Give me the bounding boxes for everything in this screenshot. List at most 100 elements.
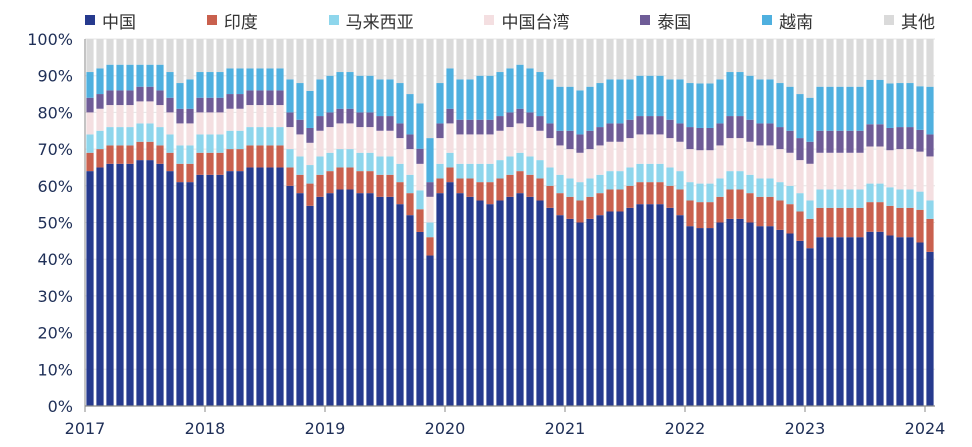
- bar-segment-6: [526, 39, 534, 69]
- bar-segment-6: [96, 39, 104, 69]
- bar-segment-1: [206, 152, 214, 175]
- bar-segment-3: [656, 134, 664, 164]
- bar-segment-4: [516, 108, 524, 124]
- bar-segment-1: [876, 202, 884, 232]
- y-tick-label: 70%: [37, 140, 73, 159]
- bar-segment-6: [576, 39, 584, 91]
- bar-segment-1: [246, 145, 254, 168]
- bar-segment-5: [96, 68, 104, 95]
- bar-segment-6: [816, 39, 824, 87]
- x-tick-label: 2018: [185, 419, 226, 438]
- bar-segment-1: [396, 182, 404, 205]
- bar-segment-6: [386, 39, 394, 80]
- bar-segment-6: [116, 39, 124, 65]
- bar-segment-2: [716, 178, 724, 197]
- bar-segment-5: [346, 72, 354, 109]
- bar-segment-3: [206, 112, 214, 135]
- legend-swatch: [484, 15, 495, 25]
- bar-segment-2: [726, 171, 734, 190]
- bar-segment-2: [706, 183, 714, 203]
- legend-label: 中国: [102, 12, 136, 33]
- bar-segment-2: [236, 130, 244, 150]
- bar-segment-2: [856, 189, 864, 208]
- bar-segment-4: [326, 112, 334, 128]
- bar-segment-4: [266, 90, 274, 106]
- bar-segment-4: [296, 119, 304, 135]
- bar-segment-4: [696, 127, 704, 151]
- bar-segment-0: [496, 200, 504, 406]
- bar-segment-1: [356, 171, 364, 194]
- bar-segment-6: [736, 39, 744, 73]
- bar-segment-4: [776, 127, 784, 150]
- bar-segment-0: [696, 228, 704, 406]
- bar-segment-5: [566, 86, 574, 131]
- bar-segment-1: [636, 182, 644, 205]
- bar-segment-5: [106, 64, 114, 91]
- bar-segment-1: [916, 209, 924, 243]
- bar-segment-2: [446, 152, 454, 168]
- bar-segment-0: [566, 218, 574, 406]
- bar-segment-5: [926, 86, 934, 135]
- bar-segment-1: [796, 211, 804, 241]
- bar-segment-3: [556, 145, 564, 175]
- bar-segment-3: [636, 134, 644, 164]
- y-axis-ticks: 0% 10% 20% 30% 40% 50% 60% 70% 80% 90% 100%: [27, 30, 73, 416]
- bar-segment-0: [326, 193, 334, 406]
- y-tick-label: 40%: [37, 250, 73, 269]
- bar-segment-6: [456, 39, 464, 80]
- bar-segment-4: [126, 90, 134, 106]
- legend-swatch: [328, 15, 339, 25]
- bar-segment-3: [806, 163, 814, 201]
- bar-segment-1: [456, 178, 464, 194]
- bar-segment-4: [536, 116, 544, 131]
- bar-segment-6: [546, 39, 554, 80]
- bar-segment-6: [836, 39, 844, 87]
- bar-segment-2: [376, 156, 384, 175]
- bar-segment-3: [386, 130, 394, 157]
- bar-segment-3: [706, 150, 714, 184]
- x-tick-label: 2022: [665, 419, 706, 438]
- bar-segment-0: [906, 237, 914, 406]
- bar-segment-6: [856, 39, 864, 87]
- bar-segment-2: [316, 156, 324, 175]
- bar-segment-6: [446, 39, 454, 69]
- bar-segment-6: [876, 39, 884, 80]
- bar-segment-2: [616, 171, 624, 190]
- bar-segment-4: [86, 97, 94, 113]
- bar-segment-4: [236, 94, 244, 109]
- bar-segment-2: [766, 178, 774, 197]
- bar-segment-5: [426, 138, 434, 183]
- bar-segment-2: [266, 127, 274, 146]
- bar-segment-0: [416, 231, 424, 406]
- bar-segment-0: [506, 196, 514, 406]
- bar-segment-4: [186, 108, 194, 124]
- bar-segment-0: [706, 228, 714, 406]
- bar-segment-0: [386, 196, 394, 406]
- bar-segment-6: [176, 39, 184, 84]
- bar-segment-0: [776, 229, 784, 406]
- bar-segment-4: [686, 127, 694, 150]
- bar-segment-2: [646, 163, 654, 183]
- bar-segment-6: [766, 39, 774, 80]
- bar-segment-1: [886, 205, 894, 236]
- bar-segment-5: [356, 75, 364, 113]
- bar-segment-1: [426, 237, 434, 256]
- bar-segment-2: [476, 163, 484, 183]
- bar-segment-1: [136, 141, 144, 161]
- bar-segment-1: [366, 171, 374, 194]
- bar-segment-6: [336, 39, 344, 73]
- bar-segment-2: [586, 178, 594, 197]
- bar-segment-1: [726, 189, 734, 219]
- bar-segment-1: [146, 141, 154, 161]
- bar-segment-5: [276, 68, 284, 91]
- bar-segment-2: [786, 185, 794, 205]
- bar-segment-3: [196, 112, 204, 135]
- bar-segment-2: [496, 160, 504, 179]
- bar-segment-3: [726, 138, 734, 172]
- bar-segment-1: [716, 196, 724, 223]
- legend-label: 印度: [223, 12, 258, 33]
- bar-segment-6: [646, 39, 654, 76]
- bar-segment-6: [566, 39, 574, 87]
- y-tick-label: 10%: [37, 360, 73, 379]
- bar-segment-3: [586, 149, 594, 179]
